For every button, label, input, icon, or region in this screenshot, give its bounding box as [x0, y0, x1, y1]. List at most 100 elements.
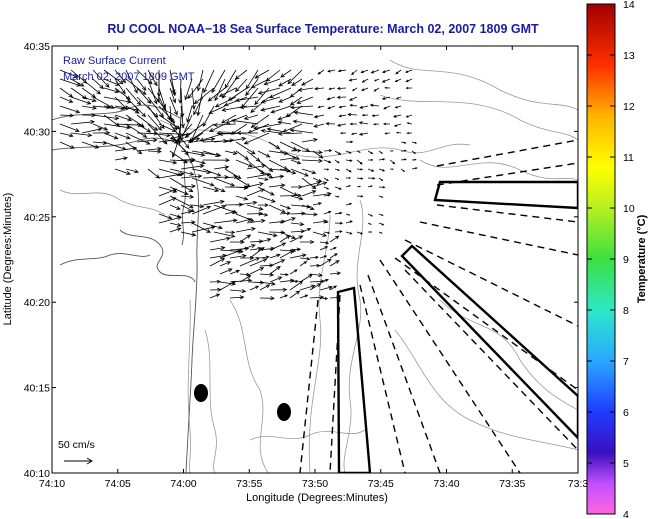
- current-vector: [299, 274, 313, 283]
- current-vector: [319, 255, 328, 259]
- current-vector: [393, 114, 402, 118]
- x-tick-label: 74:10: [39, 478, 65, 490]
- current-vector: [125, 132, 151, 145]
- current-vector: [250, 78, 270, 89]
- current-vector: [235, 177, 251, 187]
- current-vector: [147, 96, 164, 118]
- current-vector: [136, 138, 158, 143]
- current-vector: [279, 156, 297, 161]
- current-vector: [196, 87, 204, 117]
- current-vector: [213, 177, 236, 187]
- x-axis: 74:10 74:05 74:00 73:55 73:50 73:45 73:40 73:35…: [39, 46, 588, 490]
- current-vector: [279, 234, 291, 243]
- current-vector: [257, 150, 271, 158]
- current-vector: [382, 122, 391, 126]
- current-vector: [260, 105, 281, 112]
- current-vector: [339, 132, 347, 135]
- current-vector: [301, 204, 315, 211]
- current-vector: [329, 285, 338, 291]
- y-tick-label: 40:10: [24, 468, 50, 480]
- current-vector: [389, 150, 394, 152]
- current-vector: [277, 114, 292, 121]
- current-vector: [257, 212, 269, 217]
- current-vector: [312, 181, 328, 188]
- restricted-zone: [400, 244, 578, 440]
- current-vector: [280, 69, 292, 78]
- current-vector: [301, 228, 312, 233]
- current-vector: [169, 204, 181, 210]
- current-vector: [70, 119, 96, 125]
- chart-title: RU COOL NOAA−18 Sea Surface Temperature:…: [107, 22, 539, 36]
- current-vector: [103, 69, 124, 85]
- current-vector: [266, 127, 292, 134]
- current-vector: [289, 247, 302, 252]
- depth-contour: [59, 189, 166, 216]
- current-vector: [279, 193, 302, 198]
- colorbar-tick-label: 10: [623, 203, 635, 215]
- current-vector: [196, 69, 204, 92]
- current-vector: [81, 78, 102, 95]
- current-vector: [289, 290, 301, 299]
- current-vector: [329, 260, 340, 267]
- current-vector: [389, 159, 396, 165]
- current-vector: [293, 110, 314, 116]
- colorbar-tick-label: 4: [623, 509, 629, 519]
- current-vector: [193, 96, 204, 116]
- current-vector: [378, 186, 386, 189]
- current-vector: [312, 231, 328, 237]
- current-vector: [114, 156, 129, 161]
- current-vector: [269, 276, 283, 283]
- current-vector: [59, 96, 74, 103]
- current-vector: [59, 141, 76, 149]
- current-vector: [378, 222, 385, 226]
- current-vector: [356, 195, 364, 198]
- buoy-marker-1: [194, 384, 208, 402]
- current-vector: [92, 114, 120, 121]
- current-vector: [246, 188, 265, 197]
- current-vector: [373, 78, 380, 82]
- current-vector: [287, 69, 303, 85]
- current-vector: [114, 168, 131, 175]
- current-vector: [229, 253, 247, 259]
- current-vector: [147, 78, 158, 105]
- current-vector: [299, 294, 309, 299]
- current-vector: [360, 69, 369, 74]
- current-vector: [301, 158, 324, 163]
- current-vector: [326, 96, 336, 101]
- current-vector: [219, 249, 242, 259]
- current-vector: [369, 103, 380, 107]
- current-vector: [257, 203, 269, 207]
- current-vector: [411, 167, 418, 170]
- current-vector: [246, 204, 264, 211]
- scale-arrow: [64, 457, 93, 465]
- depth-contour: [439, 299, 578, 411]
- current-vector: [367, 185, 373, 188]
- current-vector: [289, 280, 304, 291]
- current-vector: [169, 78, 176, 94]
- current-vector: [323, 194, 331, 197]
- current-vector: [334, 221, 344, 225]
- current-vector: [348, 96, 358, 101]
- shipping-lanes: [299, 139, 578, 473]
- y-tick-label: 40:15: [24, 383, 50, 395]
- restricted-zone: [433, 180, 578, 210]
- current-vector: [234, 78, 248, 93]
- current-vector: [203, 69, 215, 94]
- current-vector: [224, 136, 247, 143]
- current-vector: [309, 295, 325, 300]
- current-vector: [327, 105, 336, 110]
- current-vector: [180, 87, 185, 118]
- current-vector: [169, 177, 194, 193]
- current-vector: [313, 123, 325, 128]
- x-axis-label: Longitude (Degrees:Minutes): [246, 492, 388, 504]
- current-vector: [235, 227, 256, 233]
- current-vector: [246, 172, 272, 179]
- current-vector: [348, 78, 358, 82]
- current-vector: [125, 78, 147, 95]
- current-vector: [345, 140, 354, 144]
- current-vector: [229, 295, 245, 300]
- current-vector: [224, 150, 238, 155]
- colorbar-tick-label: 13: [623, 50, 635, 62]
- depth-contour: [419, 159, 578, 181]
- current-vector: [278, 96, 292, 103]
